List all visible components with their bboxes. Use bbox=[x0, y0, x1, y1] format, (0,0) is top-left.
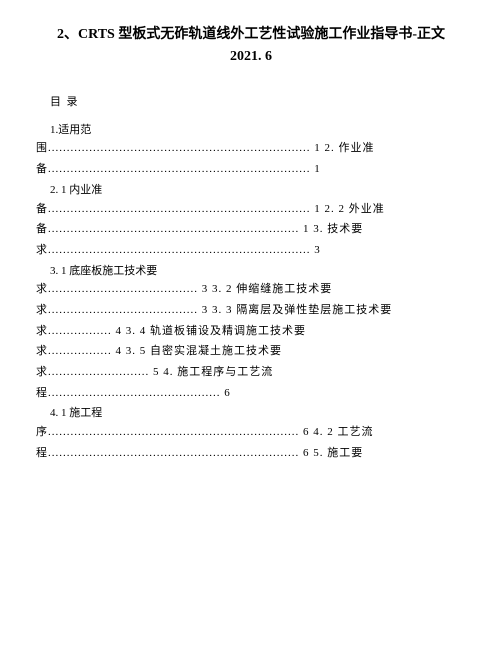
toc-entry-leader: 求.......................................… bbox=[36, 241, 466, 260]
toc-entry-leader: 备.......................................… bbox=[36, 220, 466, 239]
toc-entry-leader: 备.......................................… bbox=[36, 200, 466, 219]
toc-entry-leader: 备.......................................… bbox=[36, 160, 466, 179]
toc-entry-label: 3. 1 底座板施工技术要 bbox=[36, 262, 466, 281]
toc-entry: 求................. 4 3. 4 轨道板铺设及精调施工技术要 bbox=[36, 322, 466, 341]
toc-entry: 备.......................................… bbox=[36, 160, 466, 179]
toc-entry: 求................. 4 3. 5 自密实混凝土施工技术要 bbox=[36, 342, 466, 361]
toc-entry: 备.......................................… bbox=[36, 220, 466, 239]
toc-header: 目 录 bbox=[36, 93, 466, 109]
toc-entry-leader: 序.......................................… bbox=[36, 423, 466, 442]
toc-entry: 1.适用范 围.................................… bbox=[36, 121, 466, 158]
toc-entry-leader: 求.......................................… bbox=[36, 301, 466, 320]
toc-entry-leader: 求................. 4 3. 5 自密实混凝土施工技术要 bbox=[36, 342, 466, 361]
toc-entry: 求........................... 5 4. 施工程序与工… bbox=[36, 363, 466, 382]
toc-entry-label: 2. 1 内业准 bbox=[36, 181, 466, 200]
toc-entry-leader: 求.......................................… bbox=[36, 280, 466, 299]
toc-entry: 4. 1 施工程 序..............................… bbox=[36, 404, 466, 441]
toc-list: 1.适用范 围.................................… bbox=[36, 121, 466, 463]
toc-entry-leader: 程.......................................… bbox=[36, 444, 466, 463]
toc-entry: 3. 1 底座板施工技术要 求.........................… bbox=[36, 262, 466, 299]
toc-entry: 程.......................................… bbox=[36, 384, 466, 403]
toc-entry: 2. 1 内业准 备..............................… bbox=[36, 181, 466, 218]
title-line-1: 2、CRTS 型板式无砟轨道线外工艺性试验施工作业指导书-正文 bbox=[36, 24, 466, 46]
toc-entry-leader: 程.......................................… bbox=[36, 384, 466, 403]
document-title: 2、CRTS 型板式无砟轨道线外工艺性试验施工作业指导书-正文 2021. 6 bbox=[36, 24, 466, 69]
title-line-2: 2021. 6 bbox=[36, 46, 466, 68]
toc-entry-label: 1.适用范 bbox=[36, 121, 466, 140]
toc-entry: 程.......................................… bbox=[36, 444, 466, 463]
toc-entry: 求.......................................… bbox=[36, 241, 466, 260]
toc-entry-leader: 求........................... 5 4. 施工程序与工… bbox=[36, 363, 466, 382]
toc-entry-leader: 围.......................................… bbox=[36, 139, 466, 158]
toc-entry: 求.......................................… bbox=[36, 301, 466, 320]
toc-entry-label: 4. 1 施工程 bbox=[36, 404, 466, 423]
toc-entry-leader: 求................. 4 3. 4 轨道板铺设及精调施工技术要 bbox=[36, 322, 466, 341]
